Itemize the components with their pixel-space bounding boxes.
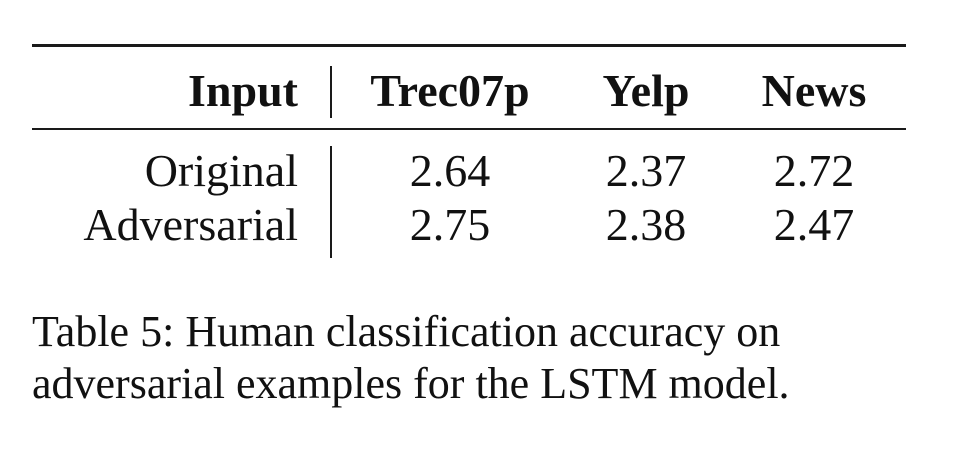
header-news: News <box>761 65 867 116</box>
body-divider <box>330 146 332 258</box>
table-header-rule <box>32 128 906 130</box>
header-divider <box>330 66 332 118</box>
table-top-rule <box>32 44 906 47</box>
caption-line-1: Table 5: Human classification accuracy o… <box>32 307 781 356</box>
caption-line-2: adversarial examples for the LSTM model. <box>32 359 790 408</box>
header-yelp: Yelp <box>602 65 690 116</box>
cell-original-news: 2.72 <box>773 145 855 196</box>
table-caption: Table 5: Human classification accuracy o… <box>32 306 932 410</box>
cell-original-trec07p: 2.64 <box>409 145 491 196</box>
cell-adversarial-trec07p: 2.75 <box>409 199 491 250</box>
header-trec07p: Trec07p <box>370 65 530 116</box>
cell-original-yelp: 2.37 <box>605 145 687 196</box>
cell-adversarial-news: 2.47 <box>773 199 855 250</box>
row-label-adversarial: Adversarial <box>83 199 298 250</box>
cell-adversarial-yelp: 2.38 <box>605 199 687 250</box>
header-input: Input <box>188 65 298 116</box>
row-label-original: Original <box>144 145 298 196</box>
